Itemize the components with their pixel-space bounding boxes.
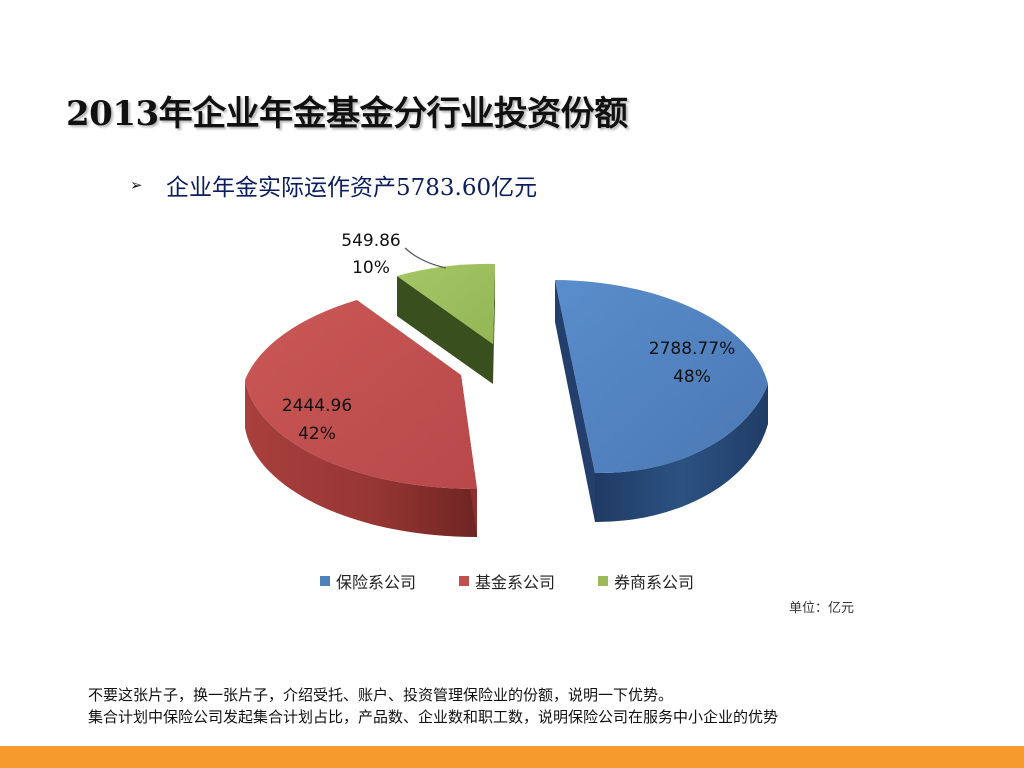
chart-legend: 保险系公司 基金系公司 券商系公司: [320, 573, 694, 592]
slice-top: [245, 300, 477, 490]
data-label-fund-value: 2444.96: [282, 396, 352, 416]
leader-line-broker: [404, 247, 447, 269]
slice-top: [555, 280, 768, 474]
slice-edge: [555, 280, 595, 522]
slice-side: [245, 380, 477, 538]
data-label-insurance-value: 2788.77%: [649, 339, 735, 359]
slice-side: [595, 384, 768, 523]
bullet-text: 企业年金实际运作资产5783.60亿元: [166, 175, 538, 201]
legend-swatch-fund: [459, 576, 469, 586]
bullet-arrow-icon: ➢: [130, 176, 143, 194]
legend-swatch-broker: [598, 576, 608, 586]
legend-label-insurance: 保险系公司: [336, 573, 416, 592]
speaker-notes: 不要这张片子，换一张片子，介绍受托、账户、投资管理保险业的份额，说明一下优势。 …: [88, 684, 778, 728]
pie-slice-fund: [245, 300, 477, 538]
bullet-item: ➢ 企业年金实际运作资产5783.60亿元: [130, 168, 537, 202]
note-line: 不要这张片子，换一张片子，介绍受托、账户、投资管理保险业的份额，说明一下优势。: [88, 686, 674, 704]
legend-label-broker: 券商系公司: [614, 573, 694, 592]
pie-slice-insurance: [555, 280, 768, 523]
legend-label-fund: 基金系公司: [475, 573, 555, 592]
data-label-insurance-percent: 48%: [673, 367, 711, 387]
legend-swatch-insurance: [320, 576, 330, 586]
unit-label: 单位：亿元: [789, 601, 855, 616]
data-label-broker-percent: 10%: [352, 258, 390, 278]
slice-top: [397, 263, 495, 344]
slide-title: 2013年企业年金基金分行业投资份额: [66, 94, 628, 134]
slice-edge-left: [397, 276, 493, 384]
note-line: 集合计划中保险公司发起集合计划占比，产品数、企业数和职工数，说明保险公司在服务中…: [88, 708, 779, 726]
pie-slice-broker: [397, 263, 495, 384]
data-label-broker-value: 549.86: [341, 231, 400, 251]
data-label-fund-percent: 42%: [298, 424, 336, 444]
bottom-accent-bar: [0, 746, 1024, 768]
slice-edge-right: [493, 264, 495, 384]
